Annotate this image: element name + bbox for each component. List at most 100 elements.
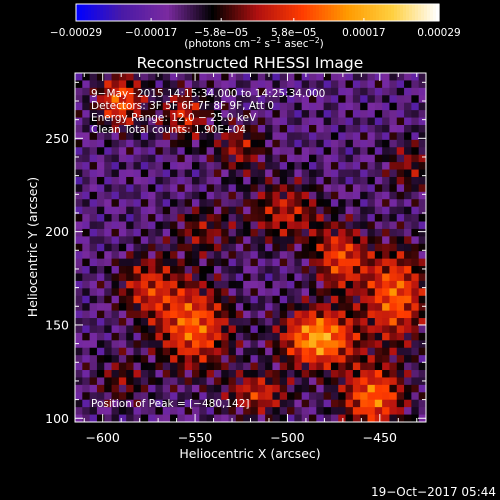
heatmap-cell bbox=[257, 139, 266, 148]
heatmap-cell bbox=[140, 295, 149, 304]
heatmap-cell bbox=[221, 87, 229, 96]
heatmap-cell bbox=[126, 117, 134, 126]
heatmap-cell bbox=[213, 139, 222, 148]
heatmap-cell bbox=[75, 258, 83, 267]
heatmap-cell bbox=[352, 110, 361, 118]
heatmap-cell bbox=[170, 147, 178, 156]
heatmap-cell bbox=[279, 221, 288, 230]
heatmap-cell bbox=[140, 266, 149, 274]
heatmap-cell bbox=[148, 124, 156, 133]
heatmap-cell bbox=[148, 169, 156, 178]
heatmap-cell bbox=[250, 332, 259, 341]
colorbar-segment bbox=[421, 4, 425, 21]
heatmap-cell bbox=[148, 139, 156, 148]
heatmap-cell bbox=[170, 295, 178, 304]
heatmap-cell bbox=[192, 221, 200, 230]
heatmap-cell bbox=[155, 184, 164, 193]
heatmap-cell bbox=[309, 347, 317, 356]
heatmap-cell bbox=[228, 355, 237, 363]
heatmap-cell bbox=[126, 139, 134, 148]
heatmap-cell bbox=[170, 318, 178, 326]
heatmap-cell bbox=[126, 243, 134, 252]
heatmap-cell bbox=[352, 214, 361, 222]
heatmap-cell bbox=[104, 176, 112, 185]
heatmap-cell bbox=[96, 303, 105, 312]
heatmap-cell bbox=[257, 110, 266, 118]
heatmap-cell bbox=[82, 206, 91, 215]
heatmap-cell bbox=[287, 214, 295, 222]
heatmap-cell bbox=[75, 370, 83, 378]
colorbar-segment bbox=[382, 4, 386, 21]
heatmap-cell bbox=[352, 117, 361, 126]
heatmap-cell bbox=[309, 80, 317, 89]
heatmap-cell bbox=[140, 303, 149, 312]
heatmap-cell bbox=[374, 124, 383, 133]
heatmap-cell bbox=[250, 295, 259, 304]
heatmap-cell bbox=[243, 310, 251, 319]
heatmap-cell bbox=[279, 132, 288, 141]
heatmap-cell bbox=[213, 191, 222, 200]
colorbar-segment bbox=[424, 4, 428, 21]
heatmap-cell bbox=[301, 214, 310, 222]
heatmap-cell bbox=[265, 310, 273, 319]
heatmap-cell bbox=[309, 184, 317, 193]
heatmap-cell bbox=[228, 110, 237, 118]
heatmap-cell bbox=[89, 377, 98, 386]
heatmap-cell bbox=[104, 95, 112, 104]
heatmap-cell bbox=[411, 370, 420, 378]
heatmap-cell bbox=[316, 325, 325, 334]
heatmap-cell bbox=[418, 169, 427, 178]
heatmap-cell bbox=[257, 236, 266, 245]
heatmap-cell bbox=[301, 251, 310, 260]
heatmap-cell bbox=[396, 295, 405, 304]
heatmap-cell bbox=[177, 355, 186, 363]
heatmap-cell bbox=[418, 124, 427, 133]
heatmap-cell bbox=[338, 370, 346, 378]
heatmap-cell bbox=[235, 236, 244, 245]
heatmap-cell bbox=[345, 124, 354, 133]
heatmap-cell bbox=[199, 147, 208, 156]
heatmap-cell bbox=[155, 102, 164, 111]
heatmap-cell bbox=[126, 73, 134, 81]
heatmap-cell bbox=[126, 414, 134, 423]
colorbar-segment bbox=[433, 4, 437, 21]
heatmap-cell bbox=[265, 199, 273, 208]
heatmap-cell bbox=[228, 95, 237, 104]
heatmap-cell bbox=[82, 184, 91, 193]
colorbar-segment bbox=[262, 4, 266, 21]
heatmap-cell bbox=[221, 139, 229, 148]
heatmap-cell bbox=[184, 355, 193, 363]
heatmap-cell bbox=[133, 236, 142, 245]
heatmap-cell bbox=[199, 132, 208, 141]
heatmap-cell bbox=[250, 214, 259, 222]
heatmap-cell bbox=[89, 199, 98, 208]
heatmap-cell bbox=[111, 384, 120, 393]
heatmap-cell bbox=[279, 236, 288, 245]
heatmap-cell bbox=[338, 228, 346, 237]
heatmap-cell bbox=[272, 288, 281, 297]
heatmap-cell bbox=[96, 228, 105, 237]
heatmap-cell bbox=[323, 392, 332, 401]
heatmap-cell bbox=[111, 154, 120, 163]
heatmap-cell bbox=[162, 384, 171, 393]
heatmap-cell bbox=[301, 377, 310, 386]
heatmap-cell bbox=[75, 147, 83, 156]
heatmap-cell bbox=[235, 414, 244, 423]
heatmap-cell bbox=[75, 295, 83, 304]
heatmap-cell bbox=[170, 236, 178, 245]
heatmap-cell bbox=[250, 266, 259, 274]
heatmap-cell bbox=[155, 310, 164, 319]
heatmap-cell bbox=[279, 147, 288, 156]
heatmap-cell bbox=[162, 176, 171, 185]
heatmap-cell bbox=[75, 80, 83, 89]
heatmap-cell bbox=[294, 206, 303, 215]
heatmap-cell bbox=[104, 191, 112, 200]
heatmap-cell bbox=[162, 110, 171, 118]
heatmap-cell bbox=[411, 392, 420, 401]
heatmap-cell bbox=[104, 147, 112, 156]
heatmap-cell bbox=[170, 110, 178, 118]
heatmap-cell bbox=[352, 310, 361, 319]
heatmap-cell bbox=[323, 258, 332, 267]
heatmap-cell bbox=[389, 407, 398, 415]
heatmap-cell bbox=[82, 110, 91, 118]
